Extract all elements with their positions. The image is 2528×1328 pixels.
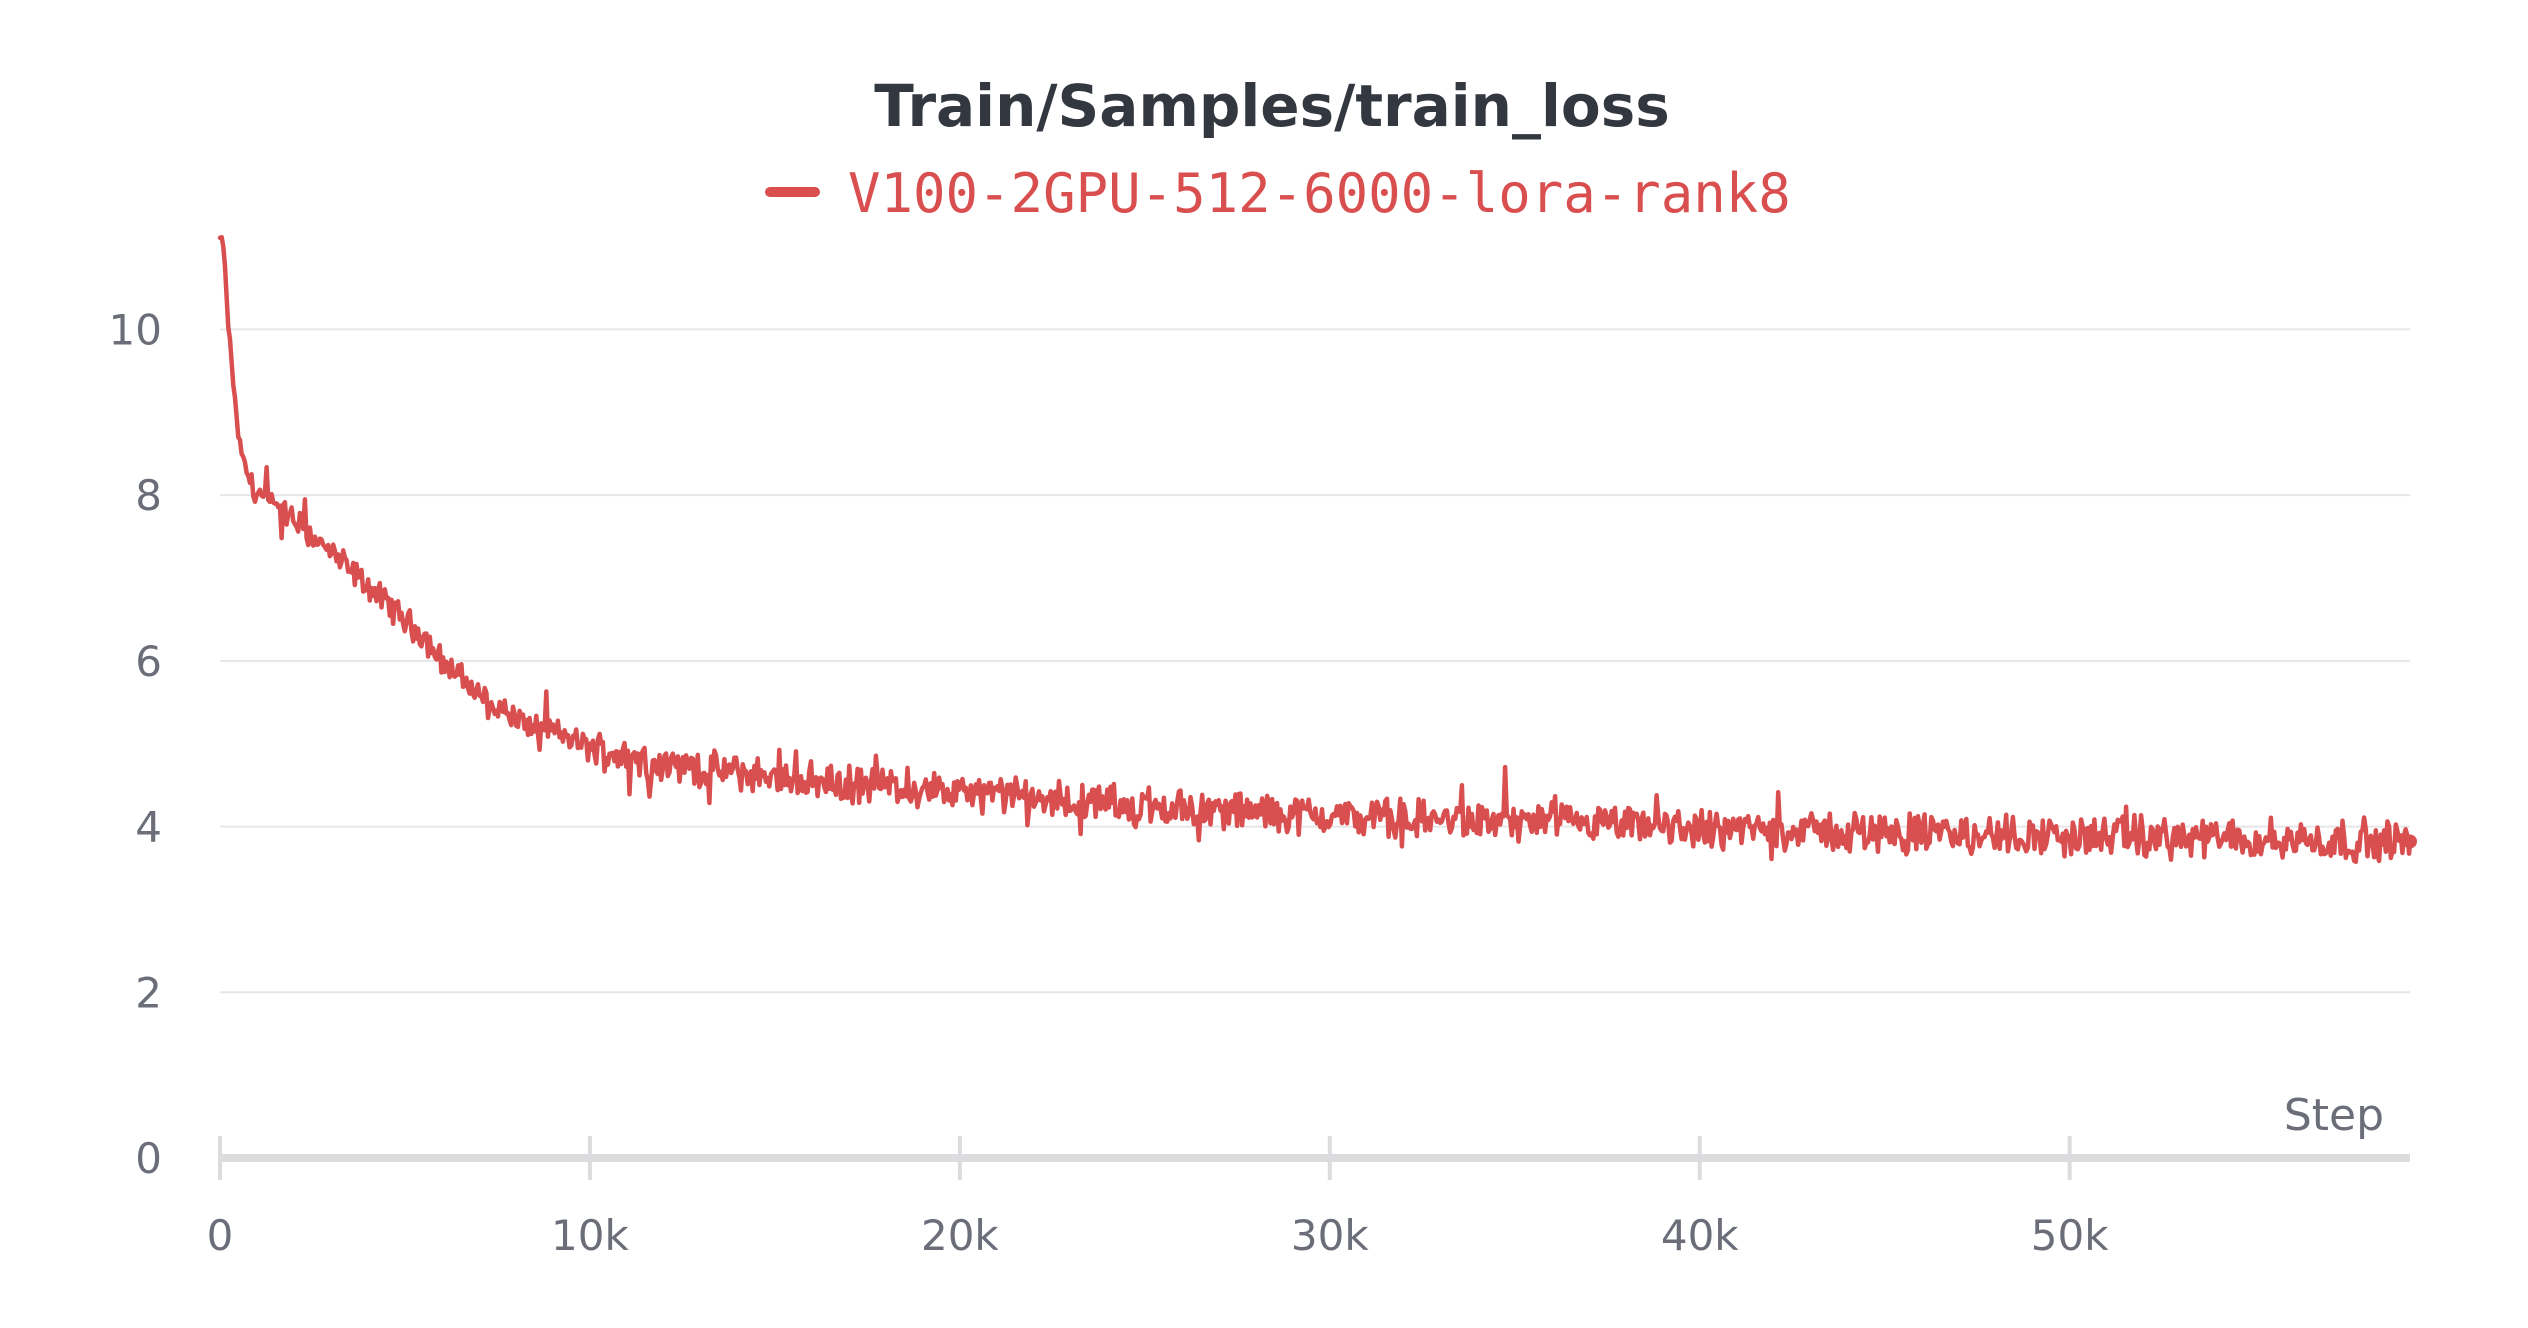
x-tick-label-4: 40k xyxy=(1661,1211,1739,1260)
legend-entry-label: V100-2GPU-512-6000-lora-rank8 xyxy=(848,162,1791,225)
y-tick-label-2: 4 xyxy=(135,803,162,852)
series-lines xyxy=(217,234,2417,865)
legend[interactable]: V100-2GPU-512-6000-lora-rank8 xyxy=(765,162,1791,225)
y-tick-label-5: 10 xyxy=(109,305,162,354)
chart-title: Train/Samples/train_loss xyxy=(874,72,1670,140)
grid-lines xyxy=(220,328,2410,994)
x-tick-label-3: 30k xyxy=(1291,1211,1369,1260)
y-tick-label-4: 8 xyxy=(135,471,162,520)
x-axis-label: Step xyxy=(2284,1090,2384,1141)
series-line-0 xyxy=(217,234,2413,865)
y-tick-label-1: 2 xyxy=(135,968,162,1017)
x-tick-label-5: 50k xyxy=(2031,1211,2109,1260)
y-tick-label-0: 0 xyxy=(135,1134,162,1183)
y-tick-label-3: 6 xyxy=(135,637,162,686)
x-axis xyxy=(218,1136,2410,1180)
x-tick-label-2: 20k xyxy=(921,1211,999,1260)
x-tick-label-1: 10k xyxy=(551,1211,629,1260)
x-tick-label-0: 0 xyxy=(207,1211,234,1260)
y-axis-ticks: 0 2 4 6 8 10 xyxy=(109,305,162,1183)
x-axis-ticks: 0 10k 20k 30k 40k 50k xyxy=(207,1211,2110,1260)
series-end-point-0 xyxy=(2403,834,2417,849)
